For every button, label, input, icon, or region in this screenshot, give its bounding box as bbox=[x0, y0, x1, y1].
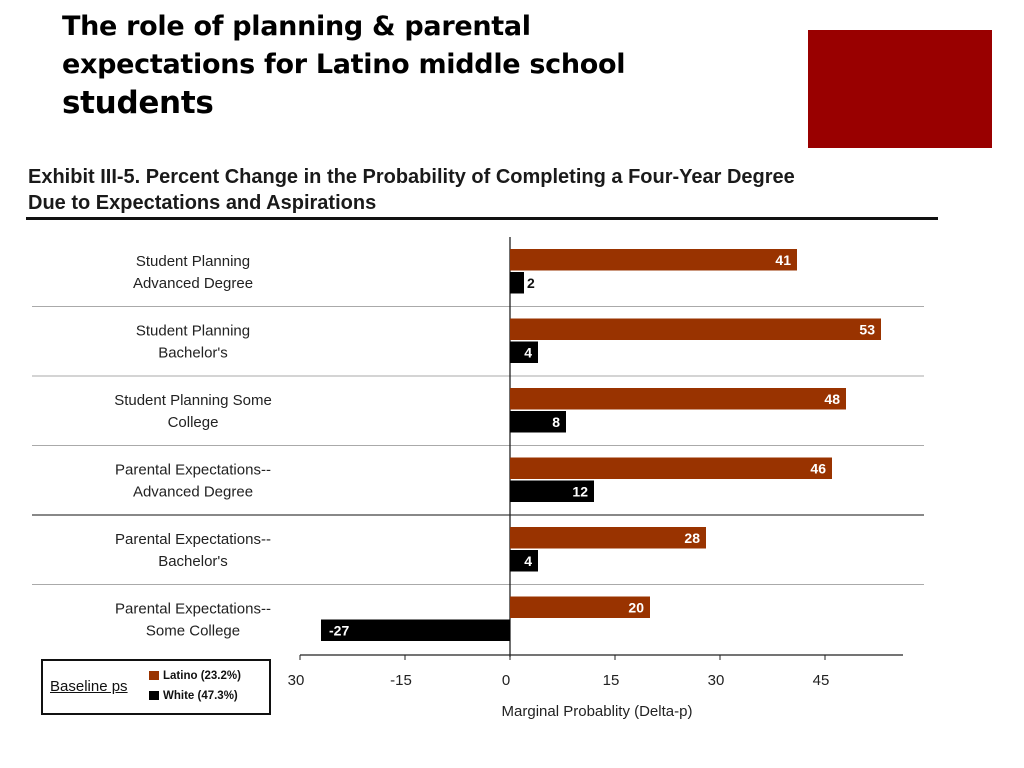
exhibit-title: Exhibit III-5. Percent Change in the Pro… bbox=[28, 164, 938, 216]
slide-title-line-2: expectations for Latino middle school bbox=[62, 49, 626, 80]
data-label: 12 bbox=[572, 483, 588, 499]
bar-latino bbox=[510, 527, 706, 549]
data-label: 46 bbox=[810, 460, 826, 476]
x-axis-label: Marginal Probablity (Delta-p) bbox=[502, 703, 693, 720]
data-label: 48 bbox=[824, 391, 840, 407]
category-label: Advanced Degree bbox=[133, 275, 253, 292]
data-label: 8 bbox=[552, 414, 560, 430]
category-label: Student Planning bbox=[136, 322, 250, 339]
bar-white bbox=[510, 411, 566, 433]
x-tick-label: -15 bbox=[390, 672, 412, 689]
x-tick-label: 0 bbox=[502, 672, 510, 689]
category-label: Advanced Degree bbox=[133, 483, 253, 500]
x-tick-label: 15 bbox=[603, 672, 620, 689]
slide-title-line-3: students bbox=[62, 85, 214, 121]
x-tick-label: 30 bbox=[708, 672, 725, 689]
x-tick-label: 45 bbox=[813, 672, 830, 689]
legend-swatch-white bbox=[149, 691, 159, 700]
chart-legend: Baseline ps Latino (23.2%) White (47.3%) bbox=[41, 659, 271, 715]
exhibit-title-line-2: Due to Expectations and Aspirations bbox=[28, 192, 377, 214]
category-label: Student Planning bbox=[136, 253, 250, 270]
slide-title: The role of planning & parental expectat… bbox=[62, 8, 762, 122]
bar-latino bbox=[510, 388, 846, 410]
data-label: 2 bbox=[527, 275, 535, 291]
category-label: Parental Expectations-- bbox=[115, 531, 271, 548]
category-label: Parental Expectations-- bbox=[115, 600, 271, 617]
bar-white bbox=[321, 619, 510, 641]
legend-title: Baseline ps bbox=[50, 678, 128, 695]
bar-white bbox=[510, 341, 538, 363]
bar-white bbox=[510, 550, 538, 572]
category-label: Bachelor's bbox=[158, 553, 228, 570]
exhibit-title-line-1: Exhibit III-5. Percent Change in the Pro… bbox=[28, 166, 795, 188]
legend-swatch-latino bbox=[149, 671, 159, 680]
legend-label-white: White (47.3%) bbox=[163, 690, 238, 702]
bar-white bbox=[510, 480, 594, 502]
data-label: 4 bbox=[524, 553, 532, 569]
bar-latino bbox=[510, 249, 797, 271]
category-label: Student Planning Some bbox=[114, 392, 272, 409]
legend-item-white: White (47.3%) bbox=[149, 690, 238, 702]
legend-label-latino: Latino (23.2%) bbox=[163, 670, 241, 682]
data-label: -27 bbox=[329, 622, 349, 638]
exhibit-title-rule bbox=[26, 217, 938, 220]
legend-item-latino: Latino (23.2%) bbox=[149, 670, 241, 682]
accent-box bbox=[808, 30, 992, 148]
bar-latino bbox=[510, 596, 650, 618]
bar-latino bbox=[510, 318, 881, 340]
bar-white bbox=[510, 272, 524, 294]
bar-latino bbox=[510, 457, 832, 479]
x-tick-label: 30 bbox=[288, 672, 305, 689]
data-label: 4 bbox=[524, 344, 532, 360]
data-label: 41 bbox=[775, 252, 791, 268]
category-label: Parental Expectations-- bbox=[115, 461, 271, 478]
category-label: College bbox=[168, 414, 219, 431]
data-label: 20 bbox=[628, 599, 644, 615]
data-label: 28 bbox=[684, 530, 700, 546]
slide-title-line-1: The role of planning & parental bbox=[62, 11, 531, 42]
data-label: 53 bbox=[859, 321, 875, 337]
category-label: Bachelor's bbox=[158, 344, 228, 361]
category-label: Some College bbox=[146, 622, 240, 639]
